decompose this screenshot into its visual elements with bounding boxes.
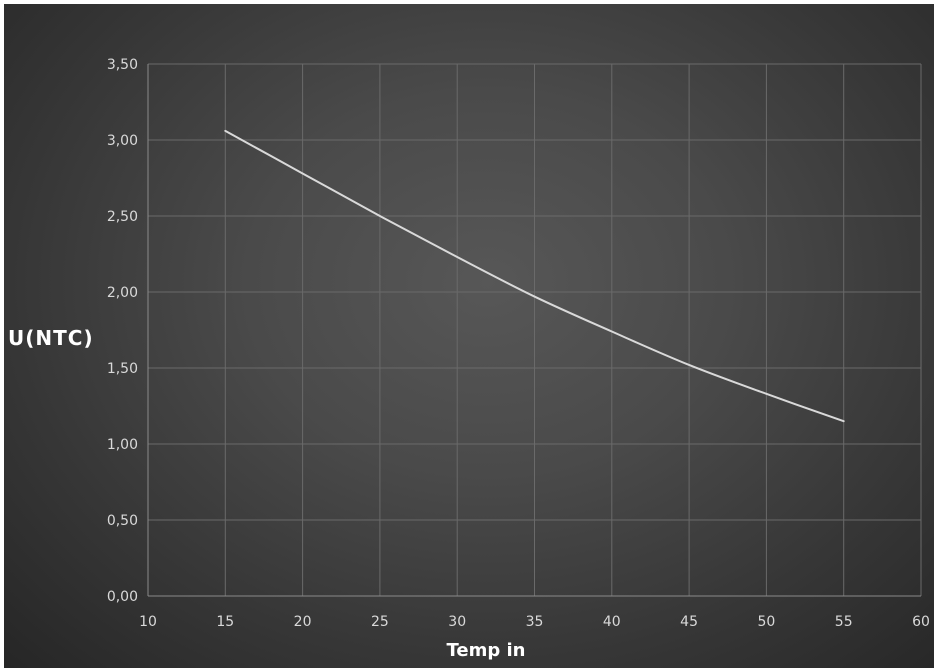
y-tick-label: 3,00 <box>107 133 138 149</box>
y-tick-label: 3,50 <box>107 57 138 73</box>
x-tick-label: 60 <box>912 614 930 630</box>
x-tick-label: 50 <box>757 614 775 630</box>
x-tick-label: 55 <box>835 614 853 630</box>
x-axis-title: Temp in <box>447 640 526 661</box>
grid-lines <box>148 63 922 596</box>
series-layer <box>224 129 845 423</box>
x-tick-labels: 10 15 20 25 30 35 40 45 50 55 60 <box>139 614 930 630</box>
x-tick-label: 35 <box>526 614 544 630</box>
x-tick-label: 45 <box>680 614 698 630</box>
y-tick-label: 0,00 <box>107 589 138 605</box>
x-tick-label: 25 <box>371 614 389 630</box>
y-tick-labels: 0,00 0,50 1,00 1,50 2,00 2,50 3,00 3,50 <box>107 57 138 605</box>
y-tick-label: 2,00 <box>107 285 138 301</box>
y-tick-label: 1,00 <box>107 437 138 453</box>
x-tick-label: 15 <box>216 614 234 630</box>
y-tick-label: 2,50 <box>107 209 138 225</box>
series-line <box>224 129 845 423</box>
axes <box>147 64 921 597</box>
x-tick-label: 30 <box>448 614 466 630</box>
y-tick-label: 1,50 <box>107 361 138 377</box>
y-tick-label: 0,50 <box>107 513 138 529</box>
y-axis-title: U(NTC) <box>8 326 94 350</box>
x-tick-label: 10 <box>139 614 157 630</box>
line-chart: 10 15 20 25 30 35 40 45 50 55 60 0,00 0,50 1,00 1,50 2… <box>8 57 930 661</box>
chart-frame: 10 15 20 25 30 35 40 45 50 55 60 0,00 0,50 1,00 1,50 2… <box>4 4 934 668</box>
x-tick-label: 40 <box>603 614 621 630</box>
x-tick-label: 20 <box>294 614 312 630</box>
